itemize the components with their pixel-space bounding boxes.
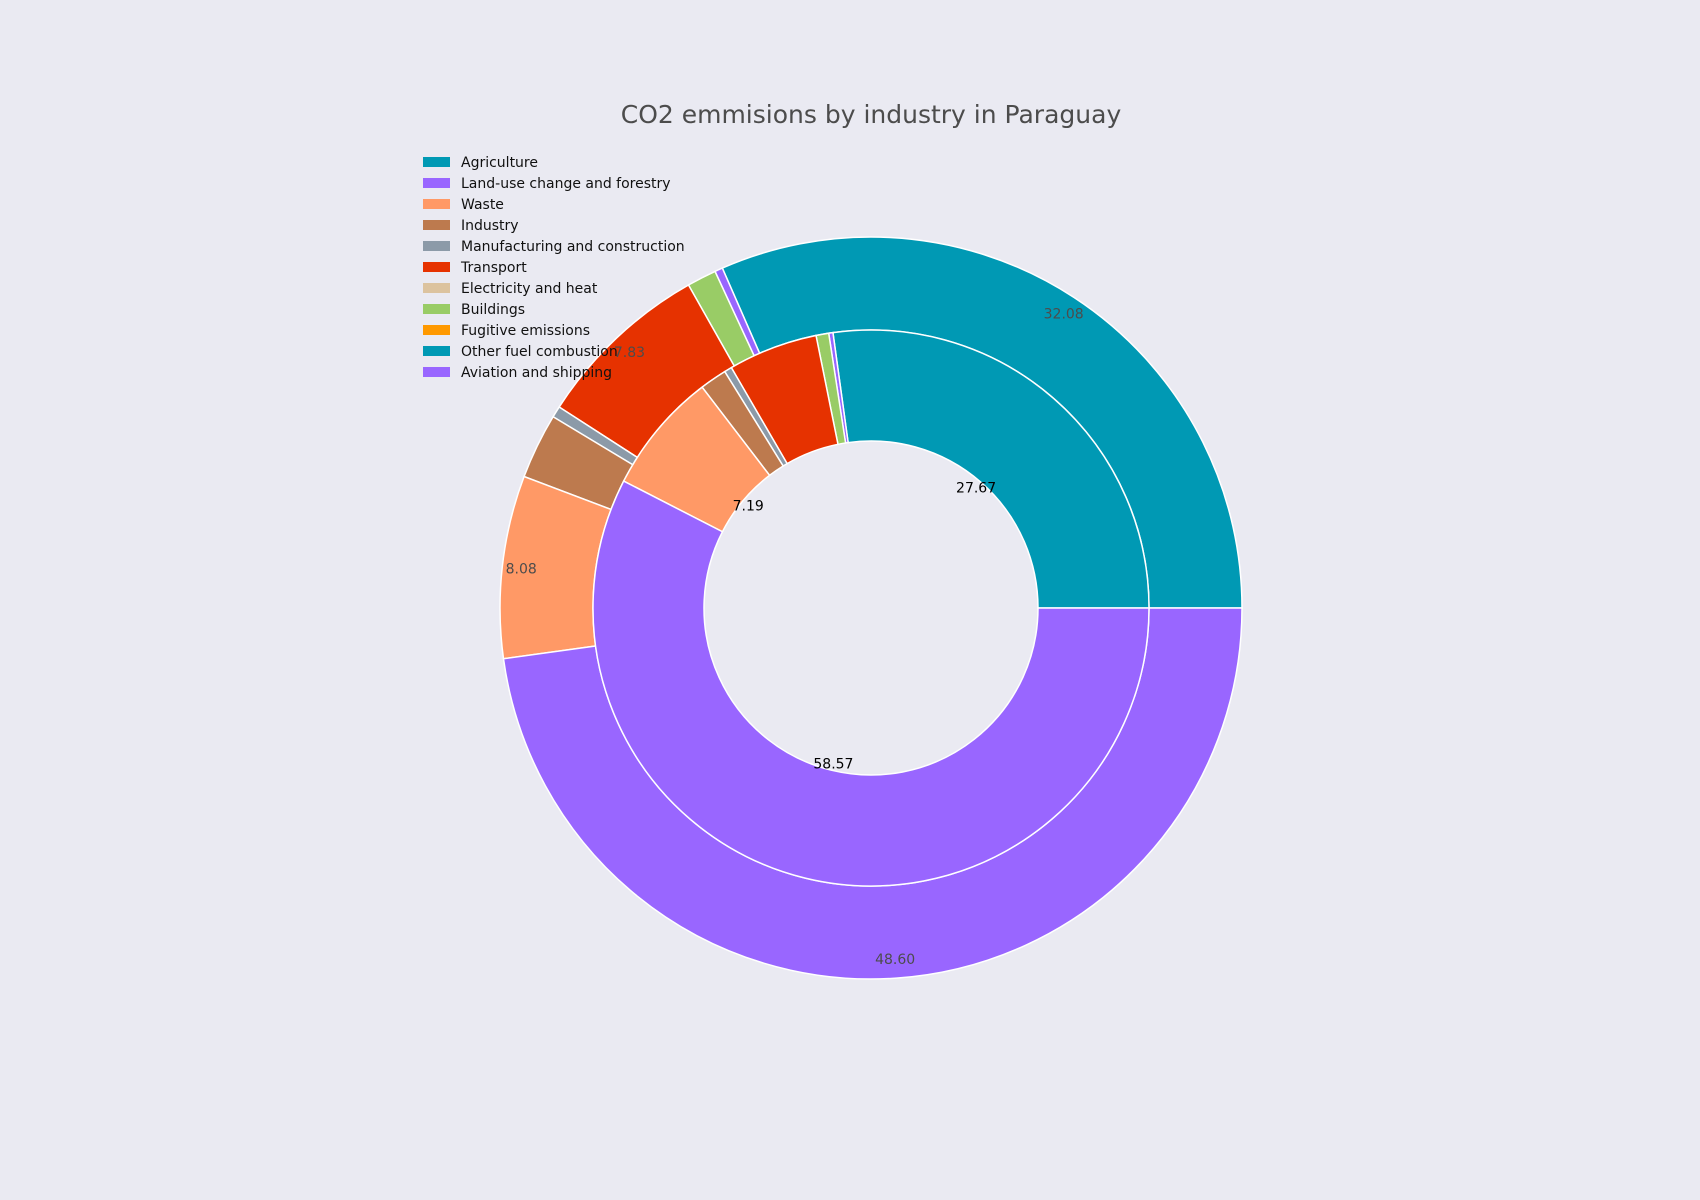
legend-swatch (423, 325, 450, 335)
legend-label: Electricity and heat (461, 281, 598, 297)
outer-slice-label: 48.60 (875, 952, 915, 968)
legend-swatch (423, 178, 450, 188)
legend-label: Fugitive emissions (461, 323, 590, 339)
chart-title: CO2 emmisions by industry in Paraguay (621, 100, 1122, 129)
outer-slice-label: 32.08 (1044, 306, 1084, 322)
legend: Agriculture Land-use change and forestry W… (423, 155, 685, 381)
inner-ring (592, 329, 1150, 887)
legend-label: Land-use change and forestry (461, 176, 671, 192)
legend-swatch (423, 157, 450, 167)
inner-slice-land-use-change-and-forestry (592, 480, 1150, 887)
legend-label: Agriculture (461, 155, 538, 171)
legend-swatch (423, 241, 450, 251)
outer-ring (499, 236, 1243, 980)
legend-label: Other fuel combustion (461, 344, 618, 360)
legend-label: Waste (461, 197, 504, 213)
legend-swatch (423, 346, 450, 356)
legend-swatch (423, 304, 450, 314)
inner-slice-agriculture (832, 329, 1150, 609)
outer-slice-label: 7.83 (614, 345, 645, 361)
inner-slice-label: 27.67 (956, 480, 996, 496)
legend-label: Aviation and shipping (461, 365, 612, 381)
outer-slice-label: 8.08 (506, 561, 537, 577)
legend-swatch (423, 199, 450, 209)
inner-slice-label: 58.57 (813, 757, 853, 773)
legend-label: Industry (461, 218, 519, 234)
legend-swatch (423, 220, 450, 230)
legend-label: Buildings (461, 302, 525, 318)
legend-swatch (423, 367, 450, 377)
legend-label: Manufacturing and construction (461, 239, 685, 255)
inner-slice-label: 7.19 (733, 498, 764, 514)
slice-labels: 32.08 7.83 8.08 48.60 27.67 7.19 58.57 (506, 306, 1084, 968)
legend-label: Transport (460, 260, 527, 276)
legend-swatch (423, 262, 450, 272)
legend-swatch (423, 283, 450, 293)
